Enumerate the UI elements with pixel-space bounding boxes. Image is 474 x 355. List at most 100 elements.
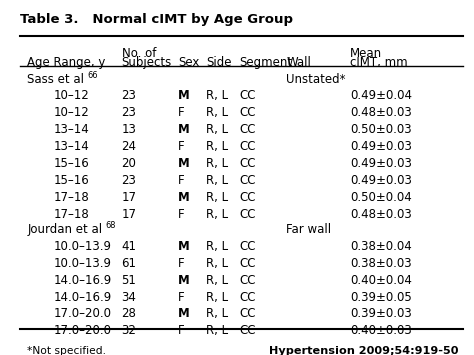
Text: 24: 24 — [121, 140, 137, 153]
Text: 68: 68 — [105, 221, 116, 230]
Text: F: F — [178, 324, 185, 337]
Text: F: F — [178, 140, 185, 153]
Text: F: F — [178, 257, 185, 270]
Text: 66: 66 — [88, 71, 98, 80]
Text: *Not specified.: *Not specified. — [27, 346, 106, 355]
Text: cIMT, mm: cIMT, mm — [350, 56, 408, 69]
Text: F: F — [178, 174, 185, 187]
Text: CC: CC — [239, 307, 256, 321]
Text: 0.49±0.04: 0.49±0.04 — [350, 89, 412, 103]
Text: 13–14: 13–14 — [53, 123, 89, 136]
Text: CC: CC — [239, 208, 256, 221]
Text: 14.0–16.9: 14.0–16.9 — [53, 274, 111, 286]
Text: 0.39±0.03: 0.39±0.03 — [350, 307, 412, 321]
Text: 20: 20 — [121, 157, 137, 170]
Text: 23: 23 — [121, 89, 137, 103]
Text: 0.49±0.03: 0.49±0.03 — [350, 157, 412, 170]
Text: M: M — [178, 307, 190, 321]
Text: R, L: R, L — [206, 157, 228, 170]
Text: R, L: R, L — [206, 240, 228, 253]
Text: 23: 23 — [121, 174, 137, 187]
Text: CC: CC — [239, 290, 256, 304]
Text: M: M — [178, 191, 190, 204]
Text: R, L: R, L — [206, 208, 228, 221]
Text: R, L: R, L — [206, 257, 228, 270]
Text: R, L: R, L — [206, 140, 228, 153]
Text: Table 3.   Normal cIMT by Age Group: Table 3. Normal cIMT by Age Group — [20, 13, 293, 26]
Text: F: F — [178, 290, 185, 304]
Text: 34: 34 — [121, 290, 137, 304]
Text: M: M — [178, 240, 190, 253]
Text: F: F — [178, 208, 185, 221]
Text: CC: CC — [239, 191, 256, 204]
Text: 13: 13 — [121, 123, 137, 136]
Text: CC: CC — [239, 274, 256, 286]
Text: F: F — [178, 106, 185, 119]
Text: R, L: R, L — [206, 89, 228, 103]
Text: 10.0–13.9: 10.0–13.9 — [53, 240, 111, 253]
Text: Segment: Segment — [239, 56, 292, 69]
Text: 0.48±0.03: 0.48±0.03 — [350, 208, 412, 221]
Text: Jourdan et al: Jourdan et al — [27, 223, 102, 236]
Text: Side: Side — [206, 56, 232, 69]
Text: 17: 17 — [121, 208, 137, 221]
Text: Age Range, y: Age Range, y — [27, 56, 106, 69]
Text: 28: 28 — [121, 307, 137, 321]
Text: 0.39±0.05: 0.39±0.05 — [350, 290, 412, 304]
Text: 0.40±0.03: 0.40±0.03 — [350, 324, 412, 337]
Text: Mean: Mean — [350, 47, 382, 60]
Text: CC: CC — [239, 140, 256, 153]
Text: 17.0–20.0: 17.0–20.0 — [53, 307, 111, 321]
Text: M: M — [178, 157, 190, 170]
Text: R, L: R, L — [206, 290, 228, 304]
Text: 0.50±0.04: 0.50±0.04 — [350, 191, 412, 204]
Text: CC: CC — [239, 157, 256, 170]
Text: 15–16: 15–16 — [53, 157, 89, 170]
Text: 41: 41 — [121, 240, 137, 253]
Text: Sex: Sex — [178, 56, 200, 69]
Text: 17.0–20.0: 17.0–20.0 — [53, 324, 111, 337]
Text: No. of: No. of — [121, 47, 156, 60]
Text: 0.50±0.03: 0.50±0.03 — [350, 123, 412, 136]
Text: CC: CC — [239, 123, 256, 136]
Text: 17–18: 17–18 — [53, 208, 89, 221]
Text: CC: CC — [239, 240, 256, 253]
Text: Hypertension 2009;54:919-50: Hypertension 2009;54:919-50 — [269, 346, 458, 355]
Text: 10–12: 10–12 — [53, 89, 89, 103]
Text: R, L: R, L — [206, 123, 228, 136]
Text: Far wall: Far wall — [286, 223, 332, 236]
Text: Subjects: Subjects — [121, 56, 172, 69]
Text: CC: CC — [239, 89, 256, 103]
Text: Unstated*: Unstated* — [286, 73, 346, 86]
Text: 32: 32 — [121, 324, 137, 337]
Text: Sass et al: Sass et al — [27, 73, 84, 86]
Text: M: M — [178, 274, 190, 286]
Text: 10.0–13.9: 10.0–13.9 — [53, 257, 111, 270]
Text: 51: 51 — [121, 274, 137, 286]
Text: CC: CC — [239, 106, 256, 119]
Text: R, L: R, L — [206, 106, 228, 119]
Text: 0.48±0.03: 0.48±0.03 — [350, 106, 412, 119]
Text: 0.38±0.03: 0.38±0.03 — [350, 257, 412, 270]
Text: CC: CC — [239, 257, 256, 270]
Text: 0.49±0.03: 0.49±0.03 — [350, 174, 412, 187]
Text: 15–16: 15–16 — [53, 174, 89, 187]
Text: M: M — [178, 123, 190, 136]
Text: R, L: R, L — [206, 274, 228, 286]
Text: CC: CC — [239, 174, 256, 187]
Text: 23: 23 — [121, 106, 137, 119]
Text: R, L: R, L — [206, 174, 228, 187]
Text: R, L: R, L — [206, 191, 228, 204]
Text: 61: 61 — [121, 257, 137, 270]
Text: Wall: Wall — [286, 56, 311, 69]
Text: 0.38±0.04: 0.38±0.04 — [350, 240, 412, 253]
Text: 17–18: 17–18 — [53, 191, 89, 204]
Text: R, L: R, L — [206, 307, 228, 321]
Text: 14.0–16.9: 14.0–16.9 — [53, 290, 111, 304]
Text: 13–14: 13–14 — [53, 140, 89, 153]
Text: 0.40±0.04: 0.40±0.04 — [350, 274, 412, 286]
Text: M: M — [178, 89, 190, 103]
Text: 10–12: 10–12 — [53, 106, 89, 119]
Text: 17: 17 — [121, 191, 137, 204]
Text: CC: CC — [239, 324, 256, 337]
